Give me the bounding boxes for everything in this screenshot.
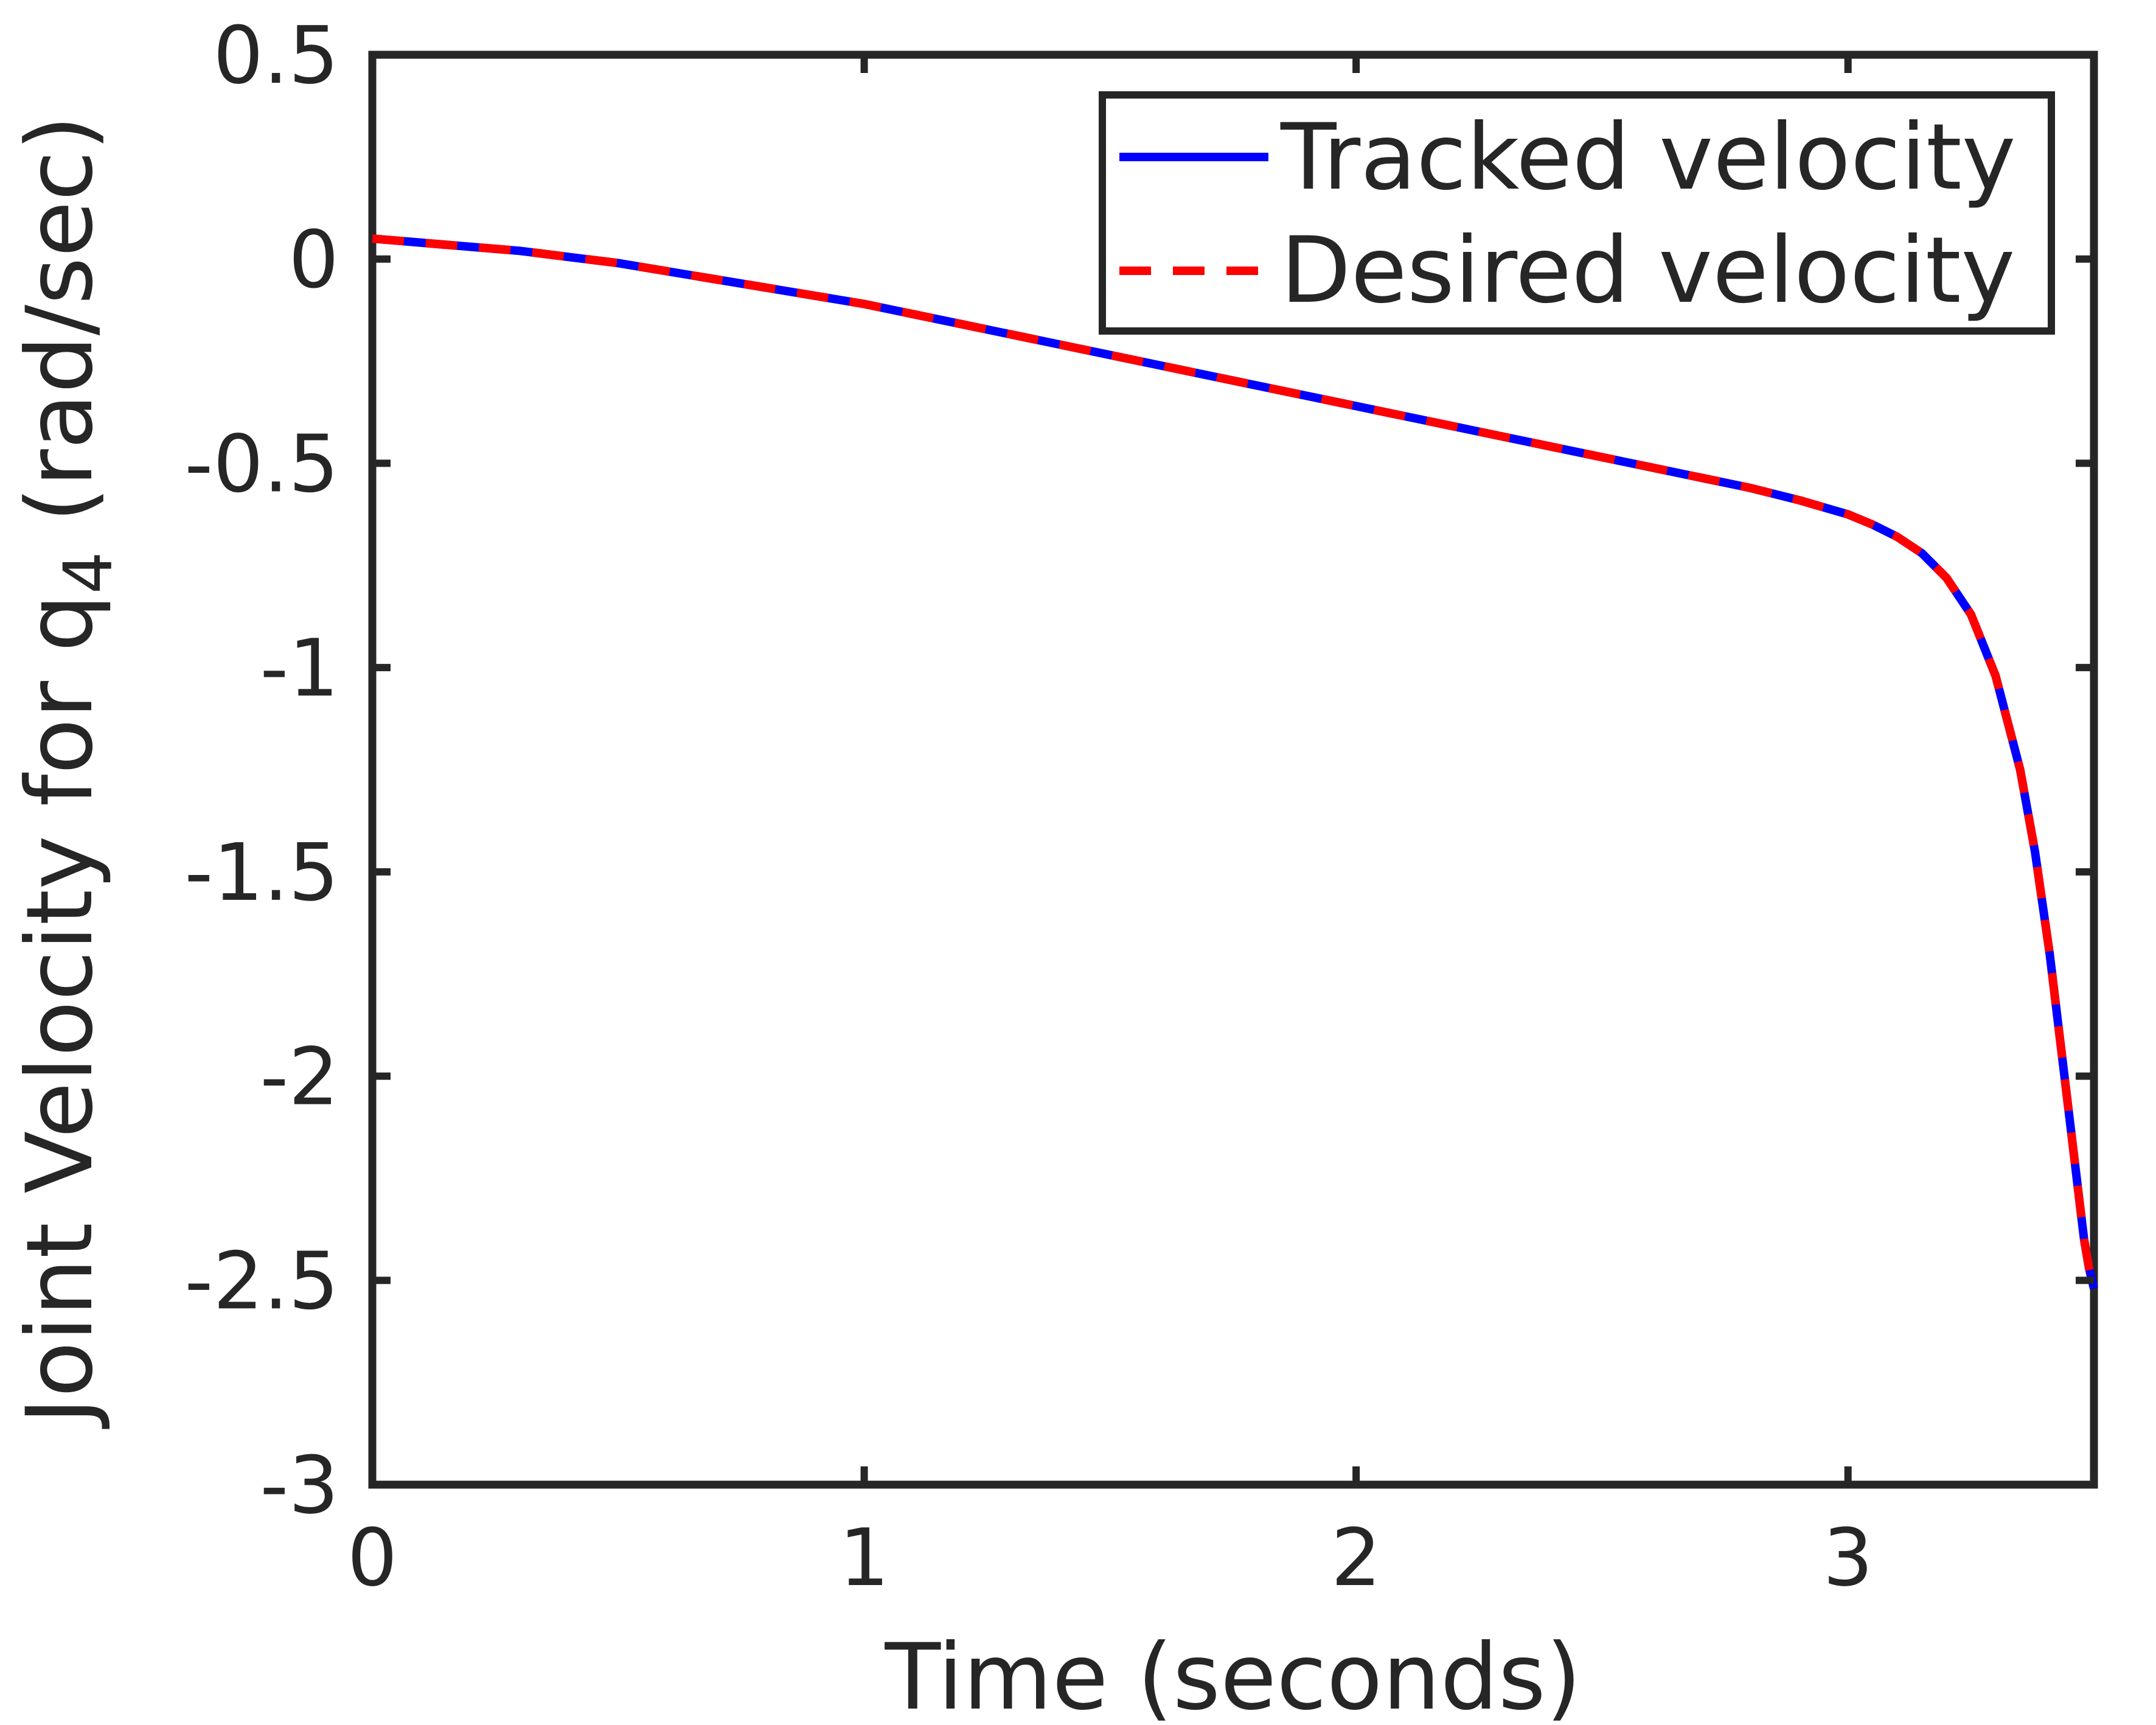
legend-label-desired: Desired velocity	[1281, 218, 2015, 324]
x-tick-label: 2	[1331, 1511, 1382, 1604]
y-axis-label-unit: (rad/sec)	[7, 115, 113, 551]
tick-layer: 0 1 2 3 0.5 0 -0.5 -1 -1.5 -2 -2.5 -3	[184, 9, 2094, 1604]
x-tick-label: 3	[1823, 1511, 1873, 1604]
legend-label-tracked: Tracked velocity	[1280, 105, 2016, 211]
x-tick-label: 0	[347, 1511, 398, 1604]
y-tick-label: -0.5	[184, 417, 339, 510]
series-layer	[372, 234, 2098, 1290]
x-tick-label: 1	[839, 1511, 889, 1604]
plot-area	[368, 51, 2098, 1489]
y-axis-label-main: Joint Velocity for q	[7, 594, 113, 1429]
y-tick-label: -2.5	[184, 1235, 339, 1327]
y-tick-label: -1	[260, 622, 339, 714]
y-tick-label: -3	[260, 1439, 339, 1532]
y-axis-label: Joint Velocity for q4 (rad/sec)	[7, 115, 127, 1429]
y-tick-label: 0.5	[213, 9, 339, 102]
x-axis-label: Time (seconds)	[885, 1625, 1582, 1725]
legend: Tracked velocity Desired velocity	[1099, 91, 2055, 335]
series-line-desired-velocity	[372, 234, 2098, 1290]
y-axis-label-subscript: 4	[49, 551, 127, 594]
legend-box	[1099, 91, 2055, 335]
y-tick-label: -1.5	[184, 826, 339, 919]
y-tick-label: -2	[260, 1031, 339, 1123]
y-tick-label: 0	[288, 214, 339, 306]
